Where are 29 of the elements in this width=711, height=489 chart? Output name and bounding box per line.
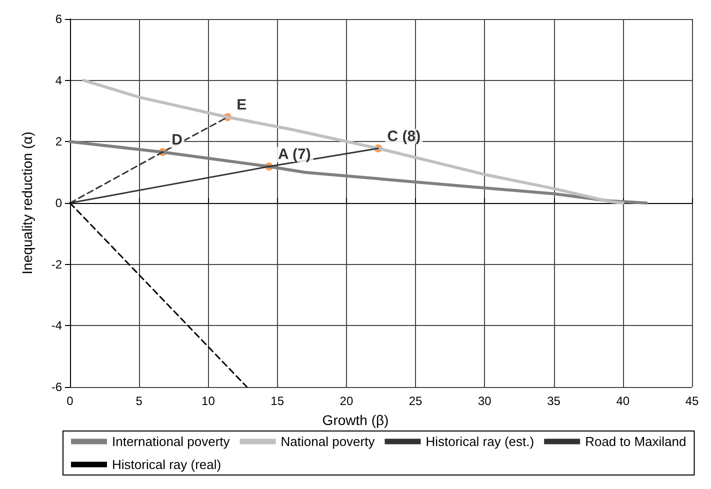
annotation: A (7) (278, 146, 311, 164)
x-tick-label: 40 (616, 394, 630, 408)
y-tick-label: 6 (55, 12, 62, 26)
annotation: C (8) (387, 128, 421, 145)
y-tick-label: -4 (51, 318, 62, 333)
x-axis-title: Growth (β) (322, 412, 389, 428)
x-tick-label: 35 (547, 394, 561, 408)
x-tick-label: 45 (685, 394, 699, 408)
line-series (82, 78, 624, 204)
y-tick-label: -2 (51, 257, 62, 272)
y-tick-label: 2 (55, 134, 62, 149)
annotation: E (236, 96, 247, 114)
y-tick-label: -6 (51, 380, 62, 394)
x-tick-label: 0 (66, 394, 74, 408)
legend-label: International poverty (112, 434, 230, 449)
legend-label: Historical ray (real) (112, 457, 222, 472)
x-tick-label: 15 (270, 394, 284, 408)
y-tick-label: 4 (55, 73, 62, 88)
x-tick-label: 5 (136, 394, 143, 408)
y-axis-title: Inequality reduction (α) (19, 132, 35, 274)
legend-label: Road to Maxiland (585, 434, 686, 449)
y-tick-label: 0 (55, 196, 62, 210)
legend-label: National poverty (280, 434, 376, 449)
x-tick-label: 10 (202, 394, 216, 408)
x-tick-label: 25 (408, 394, 423, 408)
x-tick-label: 30 (478, 394, 492, 408)
annotation: D (172, 132, 183, 149)
x-tick-label: 20 (340, 394, 354, 408)
legend-label: Historical ray (est.) (426, 434, 534, 449)
